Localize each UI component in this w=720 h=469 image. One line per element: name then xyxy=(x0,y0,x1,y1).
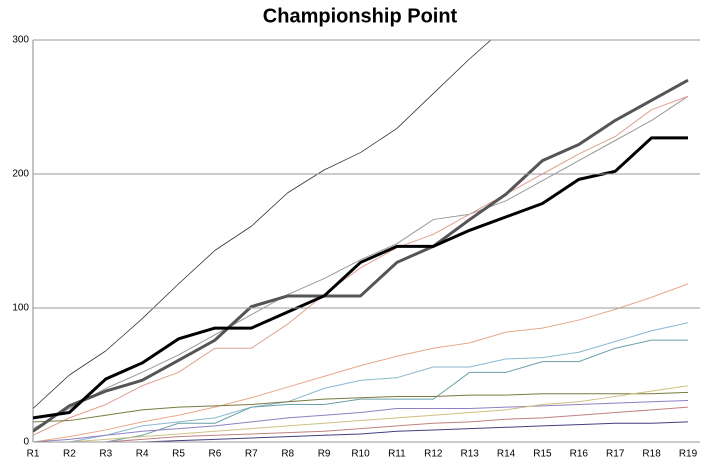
x-tick-label: R15 xyxy=(533,449,552,460)
chart-title: Championship Point xyxy=(263,5,458,27)
x-tick-label: R7 xyxy=(245,449,258,460)
x-tick-label: R14 xyxy=(497,449,516,460)
series-line xyxy=(33,78,689,433)
plot xyxy=(33,40,689,442)
x-tick-label: R8 xyxy=(281,449,294,460)
x-tick-label: R2 xyxy=(63,449,76,460)
x-tick-label: R18 xyxy=(642,449,661,460)
y-tick-label: 300 xyxy=(12,35,29,46)
x-tick-label: R3 xyxy=(99,449,112,460)
y-tick-label: 0 xyxy=(23,437,29,448)
x-tick-label: R17 xyxy=(606,449,625,460)
series-line xyxy=(33,40,492,409)
x-tick-label: R9 xyxy=(318,449,331,460)
series-line xyxy=(33,283,689,442)
series-line xyxy=(33,95,689,436)
x-tick-label: R4 xyxy=(136,449,149,460)
x-tick-label: R5 xyxy=(172,449,185,460)
x-tick-label: R13 xyxy=(460,449,479,460)
x-tick-label: R11 xyxy=(388,449,406,460)
x-tick-label: R19 xyxy=(679,449,698,460)
series-line xyxy=(33,399,689,442)
y-tick-label: 200 xyxy=(12,169,29,180)
y-tick-label: 100 xyxy=(12,303,29,314)
x-tick-label: R6 xyxy=(209,449,222,460)
x-tick-label: R1 xyxy=(27,449,40,460)
series-line xyxy=(33,421,689,442)
x-tick-label: R10 xyxy=(351,449,370,460)
series-line xyxy=(33,322,689,442)
series-line xyxy=(33,391,689,423)
series-line xyxy=(33,385,689,442)
x-tick-label: R12 xyxy=(424,449,443,460)
series-line xyxy=(33,136,688,420)
series-line xyxy=(33,339,688,442)
series-line xyxy=(33,406,689,442)
series-line xyxy=(33,95,689,430)
x-tick-label: R16 xyxy=(570,449,589,460)
